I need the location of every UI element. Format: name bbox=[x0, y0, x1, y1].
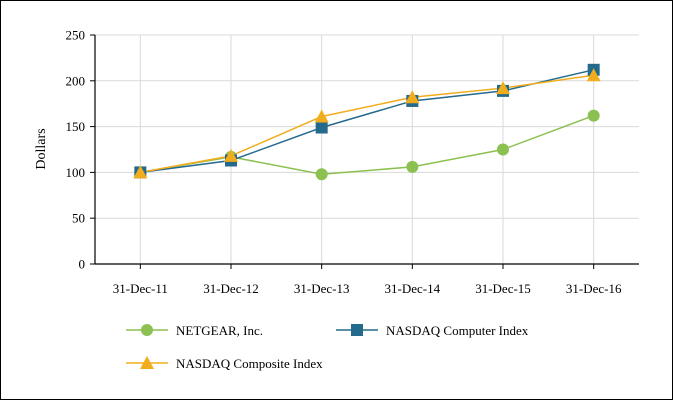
series-line-nasdaq-composite-index bbox=[140, 74, 594, 174]
data-point-netgear-inc bbox=[497, 143, 509, 156]
data-point-nasdaq-composite-index bbox=[496, 81, 510, 95]
x-tick-label: 31-Dec-12 bbox=[203, 281, 259, 296]
x-tick-label: 31-Dec-13 bbox=[294, 281, 350, 296]
data-point-netgear-inc bbox=[315, 168, 328, 181]
legend-marker-nasdaq-composite-index bbox=[140, 356, 154, 369]
grid-layer bbox=[95, 34, 639, 264]
x-tick-label: 31-Dec-16 bbox=[566, 281, 622, 296]
legend-label-nasdaq-composite-index: NASDAQ Composite Index bbox=[176, 356, 323, 371]
data-point-nasdaq-composite-index bbox=[314, 109, 329, 123]
label-layer: Dollars 0 50 100 150 200 250 31-Dec-11 31-Dec-1… bbox=[34, 28, 622, 297]
data-point-netgear-inc bbox=[406, 160, 419, 173]
legend-label-netgear-inc: NETGEAR, Inc. bbox=[176, 323, 263, 338]
y-tick-label: 250 bbox=[66, 28, 86, 43]
data-point-nasdaq-composite-index bbox=[405, 90, 420, 104]
legend-label-nasdaq-computer-index: NASDAQ Computer Index bbox=[386, 323, 529, 338]
data-point-nasdaq-composite-index bbox=[133, 165, 148, 179]
x-tick-label: 31-Dec-14 bbox=[385, 281, 441, 296]
series-layer bbox=[133, 63, 601, 181]
data-point-nasdaq-composite-index bbox=[224, 148, 238, 162]
legend-marker-netgear-inc bbox=[141, 324, 153, 336]
data-point-nasdaq-computer-index bbox=[315, 121, 328, 134]
y-axis-label: Dollars bbox=[34, 128, 49, 169]
data-point-netgear-inc bbox=[587, 109, 600, 122]
legend-marker-nasdaq-computer-index bbox=[351, 324, 363, 336]
axis-layer bbox=[90, 34, 639, 269]
series-line-netgear-inc bbox=[140, 114, 594, 175]
x-tick-label: 31-Dec-15 bbox=[475, 281, 531, 296]
y-tick-label: 100 bbox=[66, 165, 86, 180]
y-tick-label: 150 bbox=[66, 119, 86, 134]
y-tick-label: 0 bbox=[79, 257, 86, 272]
data-point-nasdaq-composite-index bbox=[586, 68, 601, 82]
series-line-nasdaq-computer-index bbox=[140, 69, 594, 174]
y-tick-label: 200 bbox=[66, 73, 86, 88]
y-tick-label: 50 bbox=[72, 211, 85, 226]
x-tick-label: 31-Dec-11 bbox=[113, 281, 168, 296]
legend: NETGEAR, Inc. NASDAQ Computer Index NASDAQ… bbox=[126, 323, 529, 371]
